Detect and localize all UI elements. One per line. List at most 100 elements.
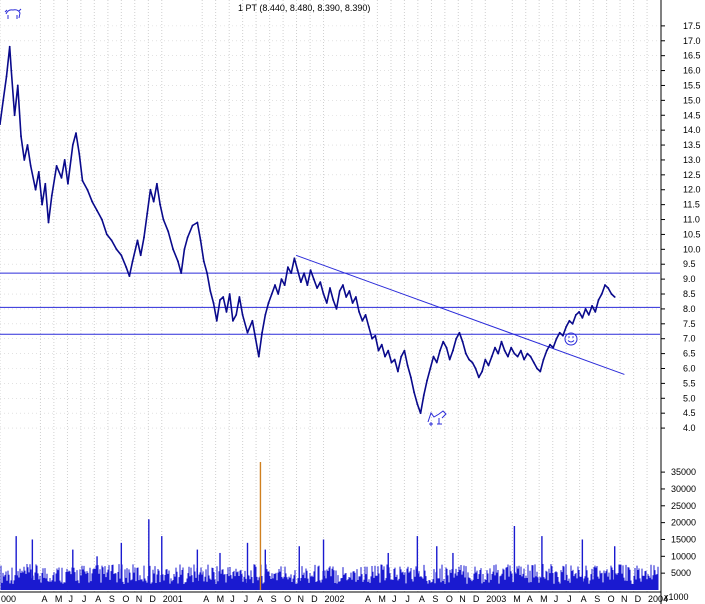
price-point xyxy=(384,355,386,358)
price-point xyxy=(177,260,179,263)
price-point xyxy=(167,230,170,233)
price-point xyxy=(67,182,69,185)
price-point xyxy=(332,299,335,301)
price-point xyxy=(290,272,293,275)
time-tick-label: D xyxy=(149,594,156,604)
price-point xyxy=(374,334,377,337)
time-tick-label: 2004 xyxy=(648,594,668,604)
price-point xyxy=(5,75,8,78)
price-point xyxy=(274,284,276,286)
price-point xyxy=(474,367,477,370)
price-tick-label: 13.5 xyxy=(683,140,701,150)
price-point xyxy=(105,233,108,236)
price-point xyxy=(591,305,593,307)
volume-bars xyxy=(0,462,659,590)
price-point xyxy=(607,287,610,289)
price-point xyxy=(75,132,77,135)
price-point xyxy=(131,260,134,263)
time-tick-label: A xyxy=(419,594,425,604)
time-tick-label: J xyxy=(554,594,559,604)
time-tick-label: N xyxy=(459,594,466,604)
price-point xyxy=(86,188,89,191)
price-point xyxy=(422,394,425,397)
price-point xyxy=(358,310,361,313)
time-tick-label: M xyxy=(540,594,548,604)
price-point xyxy=(574,313,577,316)
time-tick-label: S xyxy=(432,594,438,604)
quote-header: 1 PT (8.440, 8.480, 8.390, 8.390) xyxy=(238,3,370,13)
price-point xyxy=(63,159,66,161)
price-point xyxy=(283,284,286,286)
price-point xyxy=(468,358,471,361)
price-point xyxy=(367,325,370,328)
trend-line xyxy=(295,254,625,375)
price-tick-label: 17.0 xyxy=(683,36,701,46)
volume-tick-label: 25000 xyxy=(671,501,696,511)
time-tick-label: 2001 xyxy=(163,594,183,604)
time-tick-label: S xyxy=(109,594,115,604)
price-point xyxy=(309,269,312,272)
time-tick-label: A xyxy=(41,594,47,604)
time-tick-label: J xyxy=(68,594,73,604)
price-point xyxy=(429,367,432,370)
price-point xyxy=(246,331,249,334)
price-point xyxy=(562,334,564,337)
price-point xyxy=(2,99,5,102)
price-point xyxy=(471,361,474,364)
price-point xyxy=(293,257,296,260)
price-tick-label: 17.5 xyxy=(683,21,701,31)
price-point xyxy=(115,248,118,251)
volume-tick-label: 35000 xyxy=(671,467,696,477)
price-tick-label: 5.0 xyxy=(683,393,696,403)
price-point xyxy=(565,325,568,328)
price-point xyxy=(377,349,380,352)
price-point xyxy=(316,287,318,289)
price-point xyxy=(47,221,50,224)
time-tick-label: N xyxy=(621,594,628,604)
price-point xyxy=(55,165,58,167)
price-point xyxy=(209,290,212,292)
price-point xyxy=(464,352,467,355)
price-point xyxy=(390,361,393,364)
price-tick-label: 11.5 xyxy=(683,200,700,210)
volume-tick-label: 20000 xyxy=(671,518,696,528)
price-tick-label: 10.0 xyxy=(683,244,701,254)
price-point xyxy=(20,135,22,138)
price-point xyxy=(513,352,516,355)
price-tick-label: 9.0 xyxy=(683,274,696,284)
price-point xyxy=(338,290,341,292)
price-point xyxy=(571,322,574,325)
price-tick-label: 4.5 xyxy=(683,408,696,418)
price-point xyxy=(342,284,344,286)
time-axis-ticks: 000 A M J J A S O N D 2001 A M J J A S O N D 2002 A M J J A S O N D 20… xyxy=(1,594,668,604)
price-point xyxy=(597,299,600,301)
price-point xyxy=(16,84,19,87)
price-point xyxy=(202,260,205,263)
price-point xyxy=(306,284,309,286)
price-point xyxy=(159,203,162,206)
price-point xyxy=(0,123,1,126)
price-point xyxy=(549,343,551,346)
price-point xyxy=(581,316,584,319)
price-point xyxy=(490,355,493,358)
price-point xyxy=(393,358,396,361)
price-point xyxy=(494,346,496,349)
price-point xyxy=(261,331,263,334)
price-point xyxy=(348,290,351,292)
price-point xyxy=(536,367,538,370)
price-point xyxy=(458,331,461,334)
price-point xyxy=(403,349,406,352)
price-axis-ticks: 4.0 4.5 5.0 5.5 6.0 6.5 7.0 7.5 8.0 8.5 9.0 9.5 10.0… xyxy=(661,21,701,433)
price-point xyxy=(380,343,383,346)
time-tick-label: A xyxy=(95,594,101,604)
time-tick-label: O xyxy=(608,594,615,604)
price-point xyxy=(238,296,241,298)
time-tick-label: J xyxy=(82,594,87,604)
volume-tick-label: 15000 xyxy=(671,534,696,544)
time-tick-label: M xyxy=(55,594,63,604)
time-tick-label: D xyxy=(635,594,642,604)
price-point xyxy=(545,349,548,352)
price-point xyxy=(225,310,228,313)
time-tick-label: M xyxy=(217,594,225,604)
price-point xyxy=(215,319,218,322)
